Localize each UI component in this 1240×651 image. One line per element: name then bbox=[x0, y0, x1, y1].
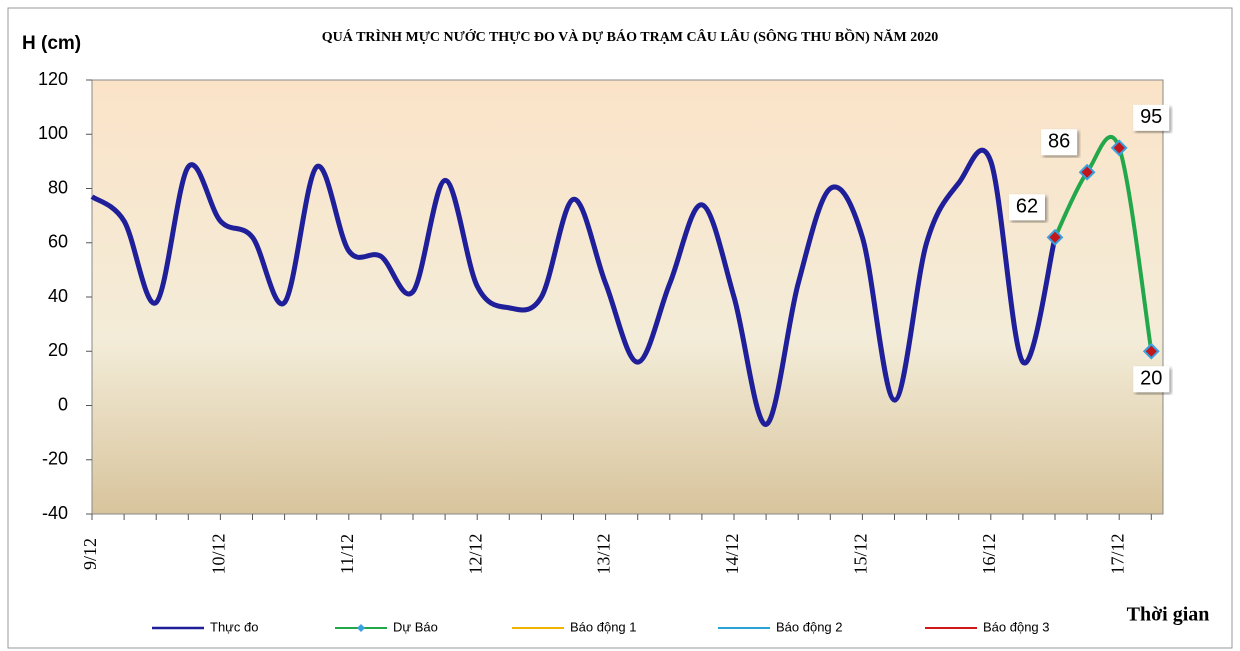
y-tick-label: 40 bbox=[48, 286, 68, 306]
legend-label: Dự Báo bbox=[393, 619, 438, 634]
y-axis-label: H (cm) bbox=[22, 33, 81, 54]
x-tick-label: 11/12 bbox=[337, 534, 357, 574]
legend-label: Thực đo bbox=[210, 619, 258, 634]
forecast-marker bbox=[1142, 342, 1160, 360]
y-tick-label: -40 bbox=[42, 503, 68, 523]
data-label-box bbox=[1133, 366, 1170, 393]
x-tick-label: 16/12 bbox=[979, 533, 999, 574]
y-tick-label: 100 bbox=[38, 123, 68, 143]
forecast-marker bbox=[1046, 228, 1064, 246]
x-tick-label: 13/12 bbox=[594, 533, 614, 574]
y-tick-label: 80 bbox=[48, 177, 68, 197]
plot-area bbox=[91, 79, 1164, 515]
data-label: 86 bbox=[1048, 131, 1070, 153]
data-label-box bbox=[1041, 129, 1078, 156]
y-tick-label: -20 bbox=[42, 449, 68, 469]
data-label: 20 bbox=[1140, 368, 1162, 390]
chart-title: QUÁ TRÌNH MỰC NƯỚC THỰC ĐO VÀ DỰ BÁO TRẠ… bbox=[322, 27, 939, 45]
x-axis-label: Thời gian bbox=[1127, 604, 1210, 626]
data-label-box bbox=[1133, 104, 1170, 131]
x-tick-label: 9/12 bbox=[80, 538, 100, 570]
forecast-marker bbox=[1110, 139, 1128, 157]
x-tick-label: 14/12 bbox=[722, 533, 742, 574]
x-tick-label: 15/12 bbox=[851, 533, 871, 574]
data-label: 95 bbox=[1140, 106, 1162, 128]
legend-label: Báo động 1 bbox=[570, 619, 637, 634]
series-line bbox=[90, 147, 1058, 427]
y-tick-label: 60 bbox=[48, 232, 68, 252]
x-tick-label: 10/12 bbox=[209, 533, 229, 574]
y-tick-label: 20 bbox=[48, 340, 68, 360]
forecast-marker bbox=[1078, 163, 1096, 181]
y-tick-label: 0 bbox=[58, 394, 68, 414]
y-tick-label: 120 bbox=[38, 69, 68, 89]
legend-marker bbox=[357, 624, 365, 632]
x-tick-label: 17/12 bbox=[1107, 533, 1127, 574]
x-tick-label: 12/12 bbox=[465, 533, 485, 574]
data-label-box bbox=[1009, 194, 1045, 221]
legend-label: Báo động 3 bbox=[983, 619, 1050, 634]
legend-label: Báo động 2 bbox=[776, 619, 843, 634]
series-line bbox=[1053, 135, 1154, 352]
data-label: 62 bbox=[1016, 196, 1038, 218]
